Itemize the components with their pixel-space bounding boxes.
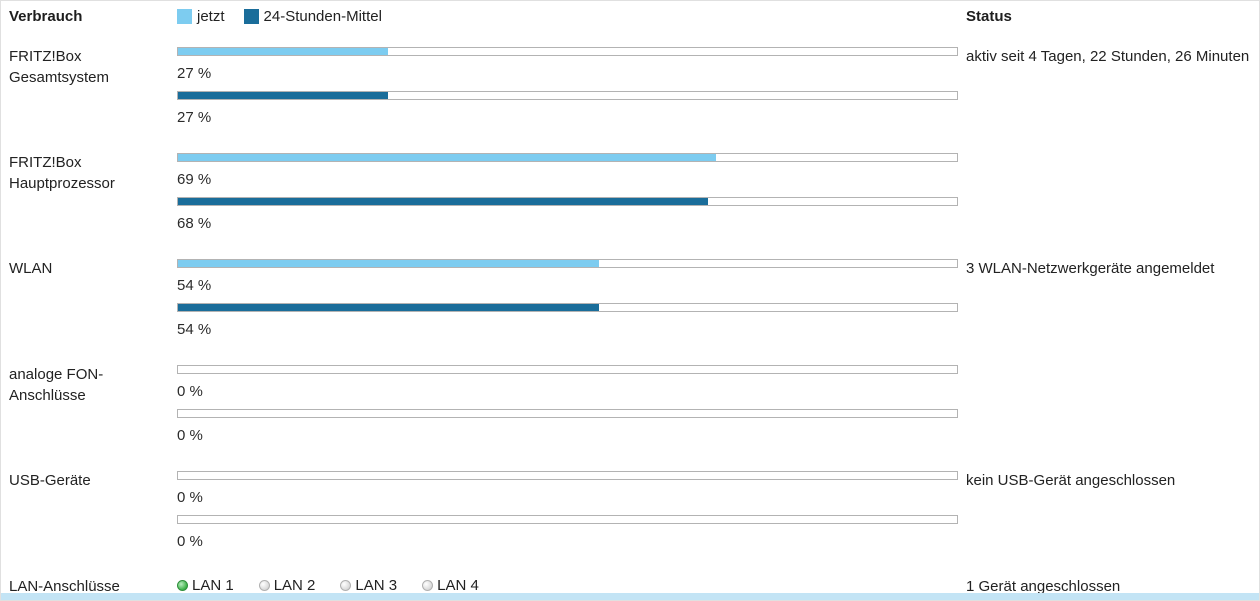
usage-value-avg: 0 % (177, 533, 203, 550)
usage-value-avg: 68 % (177, 215, 212, 232)
row-label: FRITZ!Box Gesamtsystem (9, 48, 110, 86)
row-label: USB-Geräte (9, 472, 91, 489)
lan-row: LAN-Anschlüsse LAN 1 LAN 2 LAN 3 LAN 4 1 Ge… (1, 571, 1259, 595)
verbrauch-header: Verbrauch (9, 8, 83, 25)
header-row: Verbrauch jetzt 24-Stunden-Mittel Status (1, 1, 1259, 41)
usage-row: analoge FON-Anschlüsse 0 % 0 % (1, 359, 1259, 465)
usage-bar-now (177, 471, 958, 480)
led-green-icon (177, 580, 188, 591)
lan-port: LAN 2 (258, 575, 316, 596)
usage-row: FRITZ!Box Gesamtsystem 27 % 27 % aktiv s… (1, 41, 1259, 147)
usage-value-now: 0 % (177, 489, 203, 506)
usage-bar-now-fill (178, 154, 716, 161)
usage-value-now: 54 % (177, 277, 212, 294)
row-label: FRITZ!Box Hauptprozessor (9, 154, 115, 192)
lan-port-label: LAN 3 (355, 577, 398, 594)
usage-bar-avg (177, 91, 958, 100)
row-status: kein USB-Gerät angeschlossen (966, 472, 1176, 489)
usage-value-now: 69 % (177, 171, 212, 188)
legend: jetzt 24-Stunden-Mittel (177, 1, 958, 27)
row-label: WLAN (9, 260, 53, 277)
usage-bar-now (177, 365, 958, 374)
usage-value-now: 27 % (177, 65, 212, 82)
usage-bar-now (177, 153, 958, 162)
legend-item: jetzt (177, 6, 225, 27)
usage-bar-now-fill (178, 48, 389, 55)
legend-swatch-icon (177, 9, 192, 24)
lan-port-label: LAN 2 (273, 577, 316, 594)
bottom-accent-strip (1, 593, 1259, 600)
lan-port: LAN 1 (177, 575, 234, 596)
usage-bar-avg-fill (178, 92, 389, 99)
led-gray-icon (258, 580, 270, 591)
led-gray-icon (340, 580, 352, 591)
row-status: aktiv seit 4 Tagen, 22 Stunden, 26 Minut… (966, 48, 1250, 65)
usage-value-avg: 54 % (177, 321, 212, 338)
led-gray-icon (422, 580, 434, 591)
row-status: 3 WLAN-Netzwerkgeräte angemeldet (966, 260, 1215, 277)
usage-bar-avg (177, 197, 958, 206)
row-status (958, 359, 1251, 364)
usage-bar-avg (177, 303, 958, 312)
usage-value-now: 0 % (177, 383, 203, 400)
row-bars: 0 % 0 % (177, 359, 958, 453)
lan-port-label: LAN 1 (192, 577, 234, 594)
usage-rows: FRITZ!Box Gesamtsystem 27 % 27 % aktiv s… (1, 41, 1259, 571)
legend-item: 24-Stunden-Mittel (243, 6, 382, 27)
usage-value-avg: 27 % (177, 109, 212, 126)
usage-value-avg: 0 % (177, 427, 203, 444)
legend-label: 24-Stunden-Mittel (263, 8, 382, 25)
usage-bar-now (177, 259, 958, 268)
lan-ports: LAN 1 LAN 2 LAN 3 LAN 4 (177, 571, 958, 596)
lan-label: LAN-Anschlüsse (9, 578, 120, 595)
row-bars: 54 % 54 % (177, 253, 958, 347)
row-status (958, 147, 1251, 152)
row-bars: 69 % 68 % (177, 147, 958, 241)
status-header: Status (966, 8, 1012, 25)
row-label: analoge FON-Anschlüsse (9, 366, 104, 404)
usage-bar-now (177, 47, 958, 56)
usage-row: WLAN 54 % 54 % 3 WLAN-Netzwerkgeräte ang… (1, 253, 1259, 359)
lan-status: 1 Gerät angeschlossen (966, 578, 1121, 595)
lan-port-label: LAN 4 (437, 577, 479, 594)
usage-row: FRITZ!Box Hauptprozessor 69 % 68 % (1, 147, 1259, 253)
usage-bar-now-fill (178, 260, 599, 267)
usage-bar-avg (177, 409, 958, 418)
usage-row: USB-Geräte 0 % 0 % kein USB-Gerät angesc… (1, 465, 1259, 571)
usage-bar-avg-fill (178, 198, 708, 205)
legend-label: jetzt (197, 8, 225, 25)
usage-bar-avg (177, 515, 958, 524)
lan-port: LAN 3 (340, 575, 397, 596)
lan-port: LAN 4 (422, 575, 479, 596)
legend-swatch-icon (243, 9, 259, 24)
row-bars: 0 % 0 % (177, 465, 958, 559)
usage-bar-avg-fill (178, 304, 599, 311)
row-bars: 27 % 27 % (177, 41, 958, 135)
